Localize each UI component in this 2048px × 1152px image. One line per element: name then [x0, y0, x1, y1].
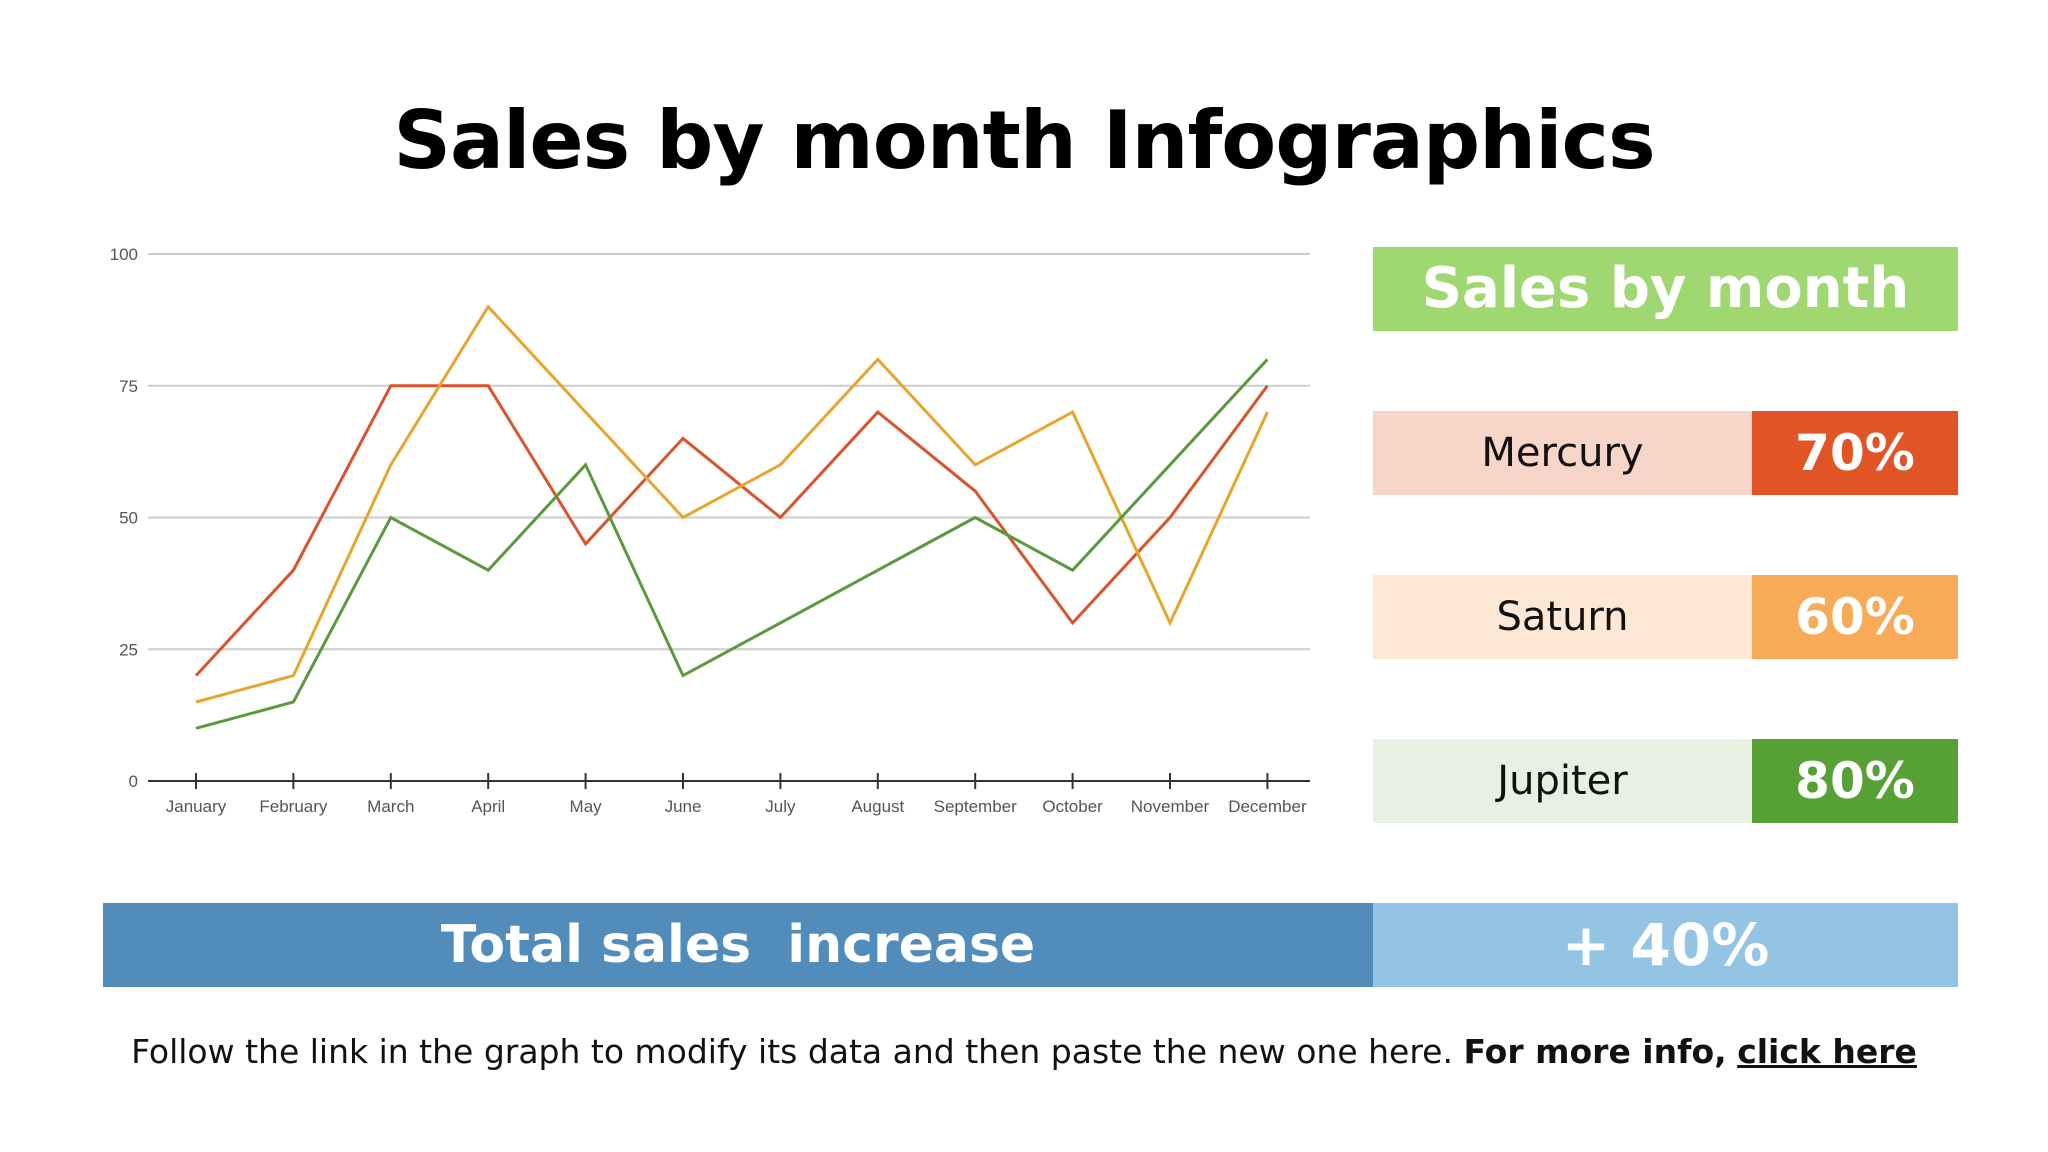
series-line-3	[195, 358, 1269, 730]
x-tick-label: February	[259, 797, 328, 816]
x-tick-label: January	[166, 797, 227, 816]
stat-row-saturn: Saturn 60%	[1373, 575, 1958, 659]
footer-text: Follow the link in the graph to modify i…	[131, 1032, 1453, 1071]
total-sales-value: + 40%	[1373, 903, 1958, 987]
stat-value: 60%	[1752, 575, 1958, 659]
footer-bold-text: For more info,	[1463, 1032, 1727, 1071]
y-tick-label: 75	[119, 377, 138, 396]
x-tick-label: December	[1228, 797, 1307, 816]
x-tick-label: July	[765, 797, 796, 816]
stat-row-jupiter: Jupiter 80%	[1373, 739, 1958, 823]
x-tick-label: August	[851, 797, 904, 816]
more-info-link[interactable]: click here	[1737, 1032, 1917, 1071]
x-tick-label: November	[1131, 797, 1210, 816]
x-tick-label: March	[367, 797, 414, 816]
stat-name: Jupiter	[1373, 739, 1752, 823]
series-line-1	[194, 384, 1269, 677]
footer-note: Follow the link in the graph to modify i…	[0, 1030, 2048, 1074]
x-tick-label: October	[1042, 797, 1103, 816]
x-tick-label: April	[471, 797, 505, 816]
stat-value: 70%	[1752, 411, 1958, 495]
line-chart: 0 25 50 75 100 January February March April May Ju…	[110, 245, 1310, 816]
y-tick-label: 50	[119, 509, 138, 528]
series-line-2	[195, 304, 1269, 704]
y-tick-label: 0	[129, 772, 138, 791]
stat-name: Saturn	[1373, 575, 1752, 659]
stat-row-mercury: Mercury 70%	[1373, 411, 1958, 495]
panel-header: Sales by month	[1373, 247, 1958, 331]
page-title: Sales by month Infographics	[393, 94, 1655, 187]
y-tick-label: 25	[119, 640, 138, 659]
x-tick-label: May	[570, 797, 603, 816]
y-tick-label: 100	[110, 245, 138, 264]
stat-value: 80%	[1752, 739, 1958, 823]
stat-name: Mercury	[1373, 411, 1752, 495]
x-tick-label: June	[665, 797, 702, 816]
total-sales-label: Total sales increase	[103, 903, 1373, 987]
x-tick-label: September	[934, 797, 1017, 816]
